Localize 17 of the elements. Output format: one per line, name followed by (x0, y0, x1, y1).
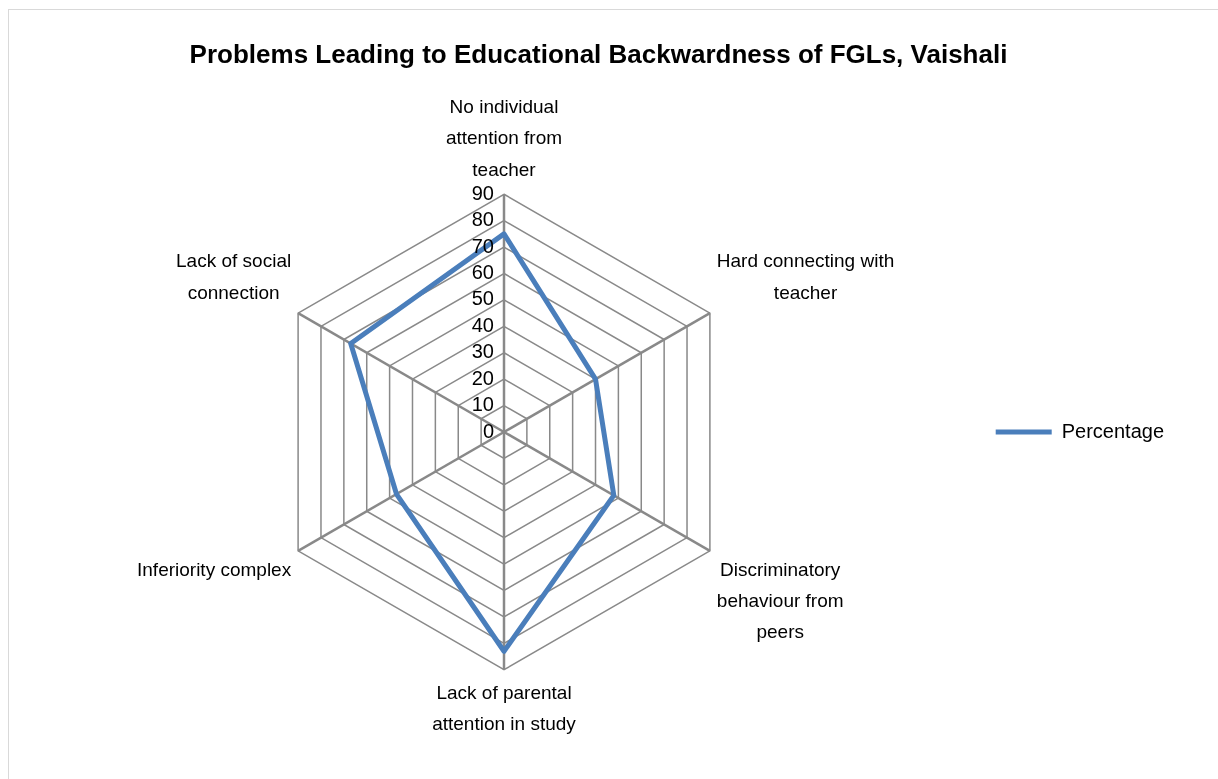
y-tick-label: 80 (471, 208, 494, 231)
y-tick-label: 40 (471, 313, 494, 336)
y-tick-label: 20 (471, 366, 494, 389)
y-tick-label: 0 (482, 419, 494, 442)
y-tick-label: 10 (471, 393, 494, 416)
spoke-label: Hard connecting with teacher (716, 250, 895, 303)
y-tick-label: 60 (471, 261, 494, 284)
spoke-label: Lack of social connection (176, 250, 292, 303)
y-tick-label: 50 (471, 287, 494, 310)
spoke-label: Inferiority complex (137, 558, 292, 580)
y-tick-label: 30 (471, 340, 494, 363)
spoke-label: Discriminatory behaviour from peers (716, 558, 844, 643)
y-tick-label: 90 (471, 181, 494, 204)
chart-title: Problems Leading to Educational Backwardness of FGLs, Vaishali (189, 38, 1008, 69)
legend-label: Percentage (1061, 419, 1164, 442)
spoke-label: Lack of parental attention in study (432, 681, 577, 735)
spoke-label: No individual attention from teacher (445, 96, 563, 180)
